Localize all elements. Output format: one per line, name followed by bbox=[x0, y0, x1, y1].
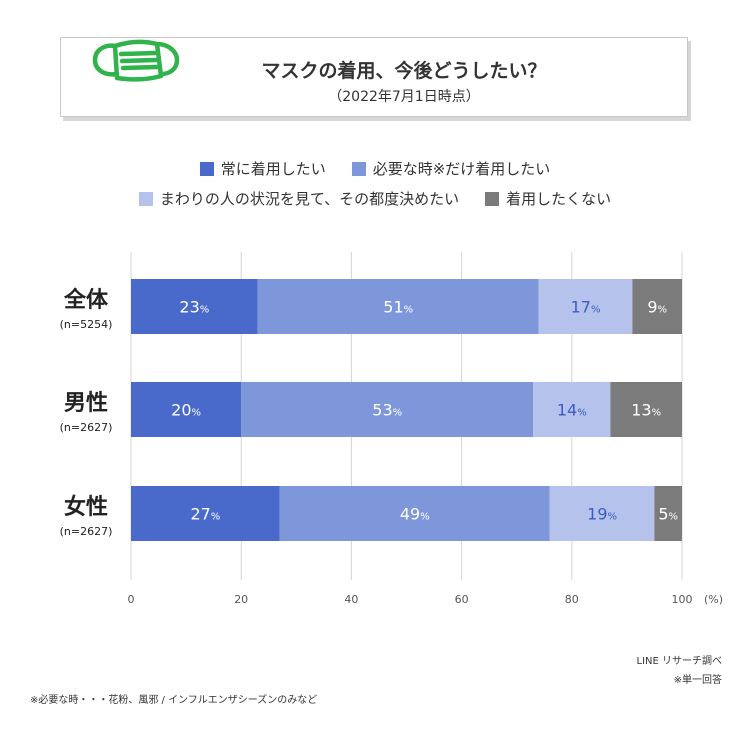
category-sample-size: (n=5254) bbox=[60, 318, 113, 331]
data-label: 51% bbox=[383, 298, 413, 317]
data-label: 23% bbox=[179, 298, 209, 317]
legend-swatch-always bbox=[199, 161, 214, 176]
x-tick-label: 60 bbox=[455, 593, 469, 606]
chart-title: マスクの着用、今後どうしたい？ bbox=[261, 60, 547, 82]
category-sample-size: (n=2627) bbox=[60, 421, 113, 434]
bar-segment bbox=[549, 486, 655, 541]
title-box: マスクの着用、今後どうしたい？ （2022年7月1日時点） bbox=[60, 37, 688, 117]
bar-segment bbox=[279, 486, 550, 541]
x-tick-label: 0 bbox=[128, 593, 135, 606]
legend-item-situational: まわりの人の状況を見て、その都度決めたい bbox=[138, 188, 460, 209]
source-note: LINE リサーチ調べ bbox=[636, 656, 723, 667]
legend-swatch-when-needed bbox=[351, 161, 366, 176]
bar-segment bbox=[131, 486, 280, 541]
data-label: 5% bbox=[658, 505, 678, 524]
x-tick-label: 40 bbox=[344, 593, 358, 606]
x-tick-label: 20 bbox=[234, 593, 248, 606]
category-sample-size: (n=2627) bbox=[60, 525, 113, 538]
legend-item-when-needed: 必要な時※だけ着用したい bbox=[351, 158, 551, 179]
bar-segment bbox=[610, 382, 682, 437]
x-tick-label: 100 bbox=[672, 593, 693, 606]
data-label: 9% bbox=[647, 298, 667, 317]
answer-type-note: ※単一回答 bbox=[673, 675, 722, 686]
legend-label-always: 常に着用したい bbox=[220, 160, 326, 178]
mask-icon bbox=[92, 39, 180, 82]
legend-row-1: 常に着用したい 必要な時※だけ着用したい bbox=[0, 158, 750, 179]
data-label: 14% bbox=[557, 401, 587, 420]
legend-item-always: 常に着用したい bbox=[199, 158, 326, 179]
footnote: ※必要な時・・・花粉、風邪 / インフルエンザシーズンのみなど bbox=[30, 695, 318, 706]
legend-label-dont-want: 着用したくない bbox=[506, 190, 612, 208]
data-label: 13% bbox=[631, 401, 661, 420]
data-label: 19% bbox=[587, 505, 617, 524]
category-label: 全体 bbox=[63, 287, 109, 313]
legend-item-dont-want: 着用したくない bbox=[485, 188, 611, 209]
data-label: 17% bbox=[571, 298, 601, 317]
legend-swatch-situational bbox=[138, 191, 153, 206]
x-unit-label: (%) bbox=[704, 593, 723, 606]
legend-label-situational: まわりの人の状況を見て、その都度決めたい bbox=[159, 190, 460, 208]
bar-segment bbox=[632, 279, 682, 334]
data-label: 49% bbox=[400, 505, 430, 524]
legend-swatch-dont-want bbox=[485, 191, 500, 206]
bar-segment bbox=[654, 486, 682, 541]
category-label: 女性 bbox=[64, 494, 108, 520]
data-label: 53% bbox=[372, 401, 402, 420]
bar-segment bbox=[533, 382, 611, 437]
x-tick-label: 80 bbox=[565, 593, 579, 606]
legend-row-2: まわりの人の状況を見て、その都度決めたい 着用したくない bbox=[0, 188, 750, 209]
chart-subtitle: （2022年7月1日時点） bbox=[328, 89, 480, 105]
bar-segment bbox=[131, 382, 242, 437]
bar-segment bbox=[241, 382, 534, 437]
category-label: 男性 bbox=[64, 391, 108, 416]
legend-label-when-needed: 必要な時※だけ着用したい bbox=[372, 160, 551, 178]
bar-segment bbox=[131, 279, 258, 334]
bar-segment bbox=[538, 279, 633, 334]
bar-segment bbox=[257, 279, 539, 334]
data-label: 27% bbox=[190, 505, 220, 524]
data-label: 20% bbox=[171, 401, 201, 420]
